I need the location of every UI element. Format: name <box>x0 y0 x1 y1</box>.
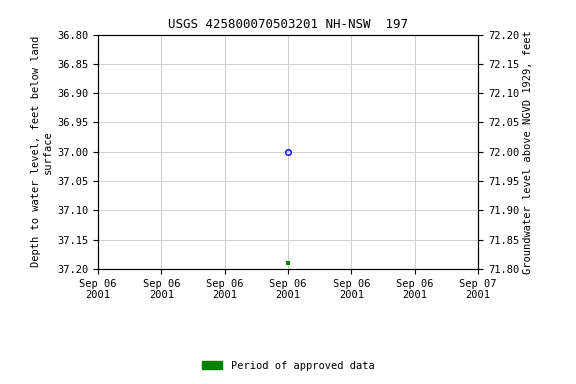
Title: USGS 425800070503201 NH-NSW  197: USGS 425800070503201 NH-NSW 197 <box>168 18 408 31</box>
Legend: Period of approved data: Period of approved data <box>198 357 378 375</box>
Y-axis label: Groundwater level above NGVD 1929, feet: Groundwater level above NGVD 1929, feet <box>523 30 533 273</box>
Y-axis label: Depth to water level, feet below land
surface: Depth to water level, feet below land su… <box>31 36 53 267</box>
